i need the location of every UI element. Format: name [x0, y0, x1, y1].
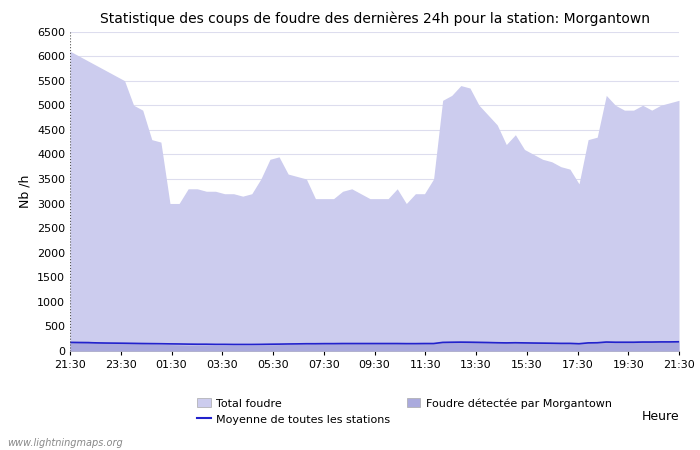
Y-axis label: Nb /h: Nb /h: [18, 175, 32, 208]
Text: Heure: Heure: [641, 410, 679, 423]
Text: www.lightningmaps.org: www.lightningmaps.org: [7, 438, 122, 448]
Legend: Total foudre, Moyenne de toutes les stations, Foudre détectée par Morgantown: Total foudre, Moyenne de toutes les stat…: [197, 398, 612, 425]
Title: Statistique des coups de foudre des dernières 24h pour la station: Morgantown: Statistique des coups de foudre des dern…: [99, 12, 650, 26]
